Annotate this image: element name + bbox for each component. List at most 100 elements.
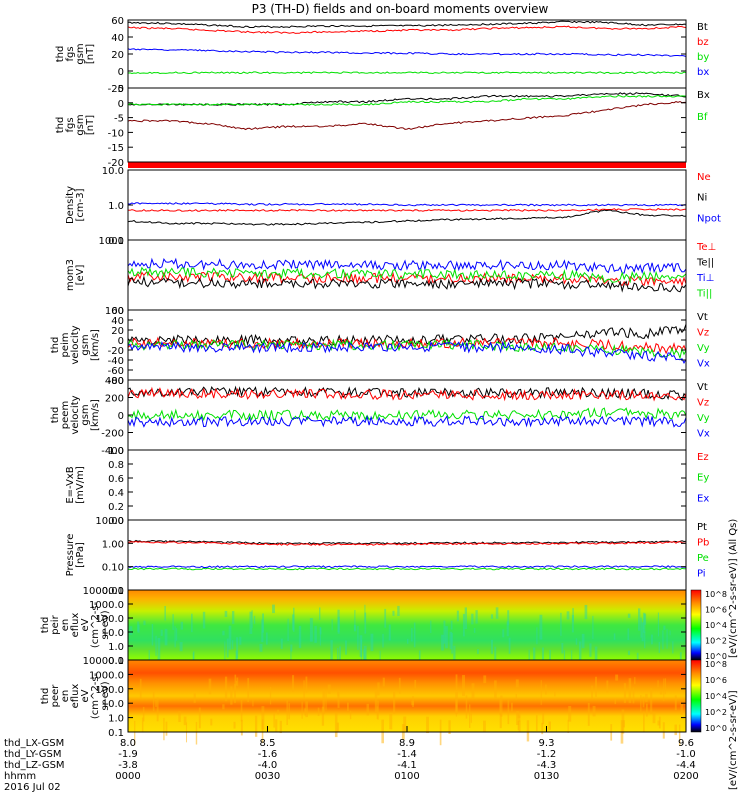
y-tick-label: -15 <box>108 143 124 154</box>
spectrogram-streak <box>179 642 183 652</box>
spectrogram-streak <box>535 715 538 731</box>
x-tick-label-ly: -1.9 <box>118 749 138 760</box>
panel-p8: Pt Pb Pe Pi 10.00 1.00 0.10 0.01 Pressure [nPa] <box>65 516 709 597</box>
colorbar-tick: 10^2 <box>705 708 727 717</box>
spectrogram-streak <box>465 695 468 719</box>
x-axis-row-label: thd_LZ-GSM <box>4 760 65 771</box>
y-axis-label: [nPa] <box>75 542 86 568</box>
spectrogram-streak <box>494 646 497 663</box>
spectrogram-streak <box>507 610 510 626</box>
spectrogram-streak <box>642 696 645 708</box>
spectrogram-streak <box>640 695 642 713</box>
spectrogram-streak <box>252 698 254 707</box>
page-title: P3 (TH-D) fields and on-board moments ov… <box>252 2 549 16</box>
x-axis-row-label: 2016 Jul 02 <box>4 782 61 793</box>
spectrogram-streak <box>137 624 140 633</box>
spectrogram-streak <box>645 693 648 703</box>
x-tick-label-lx: 9.3 <box>539 738 555 749</box>
x-tick-label-lx: 8.0 <box>120 738 136 749</box>
legend-Ez: Ez <box>697 452 709 463</box>
spectrogram-p10 <box>128 660 686 732</box>
spectrogram-streak <box>595 676 597 697</box>
spectrogram-streak <box>139 678 142 700</box>
spectrogram-streak <box>357 625 359 650</box>
y-tick-label: 1.0 <box>108 201 124 212</box>
y-axis-label: [nT] <box>85 115 96 135</box>
spectrogram-streak <box>288 703 290 720</box>
spectrogram-streak <box>178 711 181 722</box>
colorbar-tick: 10^0 <box>705 652 727 661</box>
spectrogram-streak <box>334 713 338 738</box>
spectrogram-streak <box>155 635 157 656</box>
spectrogram-streak <box>657 612 659 637</box>
spectrogram-streak <box>382 633 384 648</box>
spectrogram-streak <box>379 650 381 665</box>
y-axis-label: velocity <box>70 325 81 364</box>
y-axis-label: peer <box>50 684 61 708</box>
y-tick-label: 0.1 <box>108 728 124 739</box>
colorbar-gradient <box>690 659 702 733</box>
legend-Vt: Vt <box>697 382 708 393</box>
spectrogram-streak <box>374 691 378 713</box>
spectrogram-streak <box>663 678 665 702</box>
spectrogram-streak <box>441 634 444 651</box>
panel-p9: 10^8 10^6 10^4 10^2 10^0 [eV/(cm^2-s-sr-eV)] … <box>40 519 739 677</box>
y-tick-label: 1.0 <box>108 642 124 653</box>
colorbar-gradient <box>690 589 702 661</box>
y-tick-label: -5 <box>114 114 124 125</box>
spectrogram-streak <box>388 624 391 641</box>
panel-frame <box>127 449 687 521</box>
spectrogram-streak <box>160 629 163 636</box>
spectrogram-streak <box>360 639 363 661</box>
spectrogram-streak <box>462 675 465 696</box>
legend-Vx: Vx <box>697 359 710 370</box>
spectrogram-streak <box>269 686 272 705</box>
spectrogram-streak <box>663 625 666 631</box>
spectrogram-streak <box>448 720 451 734</box>
spectrogram-streak <box>397 605 400 616</box>
y-axis-label: peem <box>60 401 71 429</box>
legend-Npot: Npot <box>697 213 721 224</box>
legend-Vz: Vz <box>697 328 709 339</box>
spectrogram-streak <box>314 625 317 643</box>
series-line-Ne <box>127 207 687 212</box>
x-tick-label-hhmm: 0030 <box>255 771 280 782</box>
spectrogram-streak <box>370 633 374 652</box>
y-tick-label: -60 <box>108 366 124 377</box>
legend-Vy: Vy <box>697 413 710 424</box>
spectrogram-streak <box>662 722 665 739</box>
y-tick-label: 10000.0 <box>83 586 124 597</box>
y-tick-label: 0.01 <box>102 586 124 597</box>
y-axis-label: eV <box>80 618 91 631</box>
y-axis-label: [eV] <box>75 265 86 286</box>
spectrogram-streak <box>627 650 631 655</box>
spectrogram-streak <box>403 716 407 732</box>
spectrogram-streak <box>392 610 395 616</box>
y-tick-label: -200 <box>101 429 124 440</box>
y-tick-label: 0.1 <box>108 236 124 247</box>
y-tick-label: 40 <box>111 33 124 44</box>
spectrogram-streak <box>230 686 233 705</box>
spectrogram-streak <box>634 677 636 685</box>
legend-Pb: Pb <box>697 538 709 549</box>
spectrogram-streak <box>628 678 632 704</box>
legend-Vy: Vy <box>697 343 710 354</box>
y-tick-label: 20 <box>111 326 124 337</box>
legend-Ti⊥: Ti⊥ <box>696 273 714 284</box>
y-axis-label: thd <box>50 337 61 354</box>
x-axis-row-label: hhmm <box>4 771 36 782</box>
x-tick-label-lz: -4.0 <box>258 760 278 771</box>
y-axis-label: (cm^2-s- <box>90 672 101 719</box>
y-axis-label: sr-eV) <box>100 681 111 710</box>
spectrogram-streak <box>345 640 347 655</box>
series-line-Vx <box>127 414 687 428</box>
spectrogram-streak <box>515 693 517 700</box>
y-axis-label: [cm-3] <box>75 188 86 221</box>
y-axis-label: Density <box>65 186 76 224</box>
spectrogram-streak <box>366 703 369 716</box>
spectrogram-streak <box>591 685 593 700</box>
colorbar-p10: 10^8 10^6 10^4 10^2 10^0 [eV/(cm^2-s-sr-eV)] <box>690 659 739 790</box>
spectrogram-streak <box>455 691 458 714</box>
spectrogram-streak <box>490 639 493 654</box>
spectrogram-streak <box>464 607 468 630</box>
